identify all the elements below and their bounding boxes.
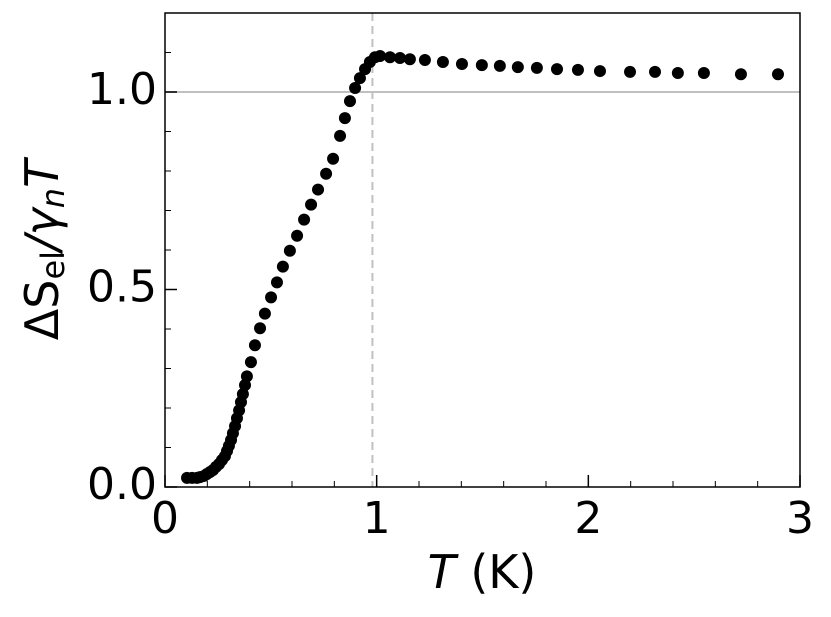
point [530, 61, 543, 74]
point [305, 198, 318, 211]
point [593, 65, 606, 78]
point [403, 53, 416, 66]
point [455, 57, 468, 70]
y-tick-label: 0.0 [87, 459, 157, 510]
x-axis-label: T (K) [428, 545, 537, 599]
point [349, 82, 362, 95]
point [254, 322, 267, 335]
point [327, 152, 340, 165]
point [240, 370, 253, 383]
point [343, 95, 356, 108]
x-tick-label: 2 [574, 493, 602, 544]
point [384, 51, 397, 64]
point [493, 59, 506, 72]
point [393, 52, 406, 65]
y-label-part: n [34, 188, 72, 208]
point [276, 260, 289, 273]
y-axis-label: ΔSel/γnT [15, 156, 73, 340]
y-label-part: ΔS [15, 280, 69, 341]
point [334, 129, 347, 142]
point [283, 244, 296, 257]
point [571, 63, 584, 76]
y-label-part: /γ [15, 205, 69, 254]
point [697, 67, 710, 80]
point [475, 59, 488, 72]
point [734, 68, 747, 81]
point [298, 213, 311, 226]
x-tick-label: 1 [363, 493, 391, 544]
point [338, 112, 351, 125]
y-tick-label: 0.5 [87, 262, 157, 313]
point [244, 356, 257, 369]
point [671, 67, 684, 80]
point [265, 291, 278, 304]
point [624, 65, 637, 78]
point [291, 229, 304, 242]
y-label-part: el [34, 251, 72, 280]
point [320, 167, 333, 180]
point [312, 183, 325, 196]
point [270, 276, 283, 289]
point [436, 55, 449, 68]
point [258, 307, 271, 320]
x-tick-label: 0 [151, 493, 179, 544]
plot-frame [164, 12, 801, 488]
point [353, 72, 366, 85]
point [551, 63, 564, 76]
point [236, 388, 249, 401]
x-tick-label: 3 [786, 493, 814, 544]
point [511, 61, 524, 74]
y-label-part: T [15, 156, 69, 188]
point [418, 54, 431, 67]
y-tick-label: 1.0 [87, 64, 157, 115]
point [649, 65, 662, 78]
point [771, 68, 784, 81]
x-label-part: (K) [456, 545, 537, 599]
point [374, 50, 387, 63]
x-label-part: T [428, 545, 460, 599]
point [248, 339, 261, 352]
